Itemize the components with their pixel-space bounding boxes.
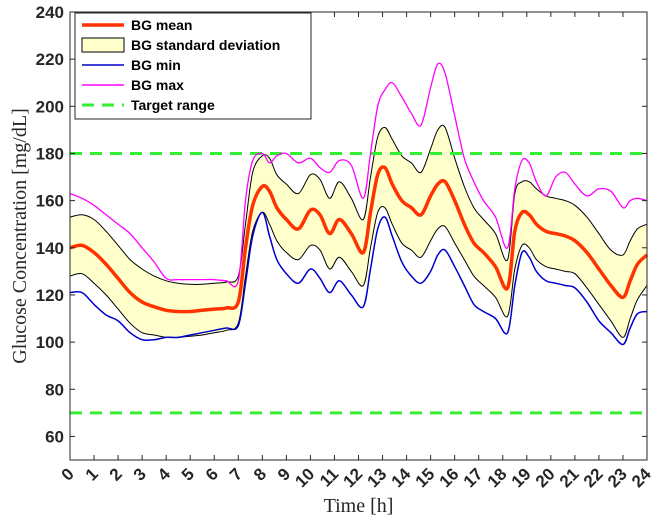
bg-max-line — [69, 62, 648, 288]
y-tick-label: 60 — [45, 427, 64, 446]
legend-label-bg-mean: BG mean — [131, 17, 192, 33]
y-axis-label: Glucose Concentration [mg/dL] — [9, 108, 31, 364]
bg-min-line — [69, 211, 648, 346]
x-tick-label: 4 — [154, 464, 175, 485]
legend-label-bg-standard-deviation: BG standard deviation — [131, 37, 280, 53]
x-tick-label: 11 — [316, 464, 342, 490]
legend-swatch-bg-standard-deviation — [81, 37, 125, 53]
y-tick-label: 140 — [36, 239, 64, 258]
plot-area — [69, 62, 649, 415]
x-tick-label: 8 — [250, 464, 270, 484]
y-tick-label: 240 — [36, 3, 64, 22]
x-tick-label: 0 — [58, 464, 78, 484]
x-tick-label: 7 — [226, 464, 246, 484]
x-tick-label: 2 — [106, 464, 126, 484]
y-tick-label: 80 — [45, 380, 64, 399]
y-tick-label: 220 — [36, 50, 64, 69]
y-tick-label: 160 — [36, 192, 64, 211]
y-tick-label: 200 — [36, 97, 64, 116]
legend-box — [74, 12, 312, 120]
legend: BG mean BG standard deviation BG min BG max… — [74, 12, 312, 120]
y-tick-label: 180 — [36, 144, 64, 163]
std-upper-line — [69, 124, 648, 285]
y-tick-label: 100 — [36, 333, 64, 352]
x-tick-label: 1 — [82, 464, 102, 484]
x-tick-label: 9 — [274, 464, 294, 484]
std-lower-line — [69, 206, 648, 339]
legend-label-bg-min: BG min — [131, 57, 181, 73]
bg-mean-line — [69, 165, 649, 314]
x-tick-label: 3 — [130, 464, 150, 484]
x-axis-label: Time [h] — [324, 495, 394, 517]
x-tick-label: 6 — [202, 464, 222, 484]
x-tick-label: 24 — [628, 464, 655, 491]
legend-label-bg-max: BG max — [131, 77, 184, 93]
legend-label-target-range: Target range — [131, 97, 215, 113]
x-tick-label: 5 — [178, 464, 198, 484]
y-tick-label: 120 — [36, 286, 64, 305]
x-tick-label: 10 — [291, 464, 318, 491]
